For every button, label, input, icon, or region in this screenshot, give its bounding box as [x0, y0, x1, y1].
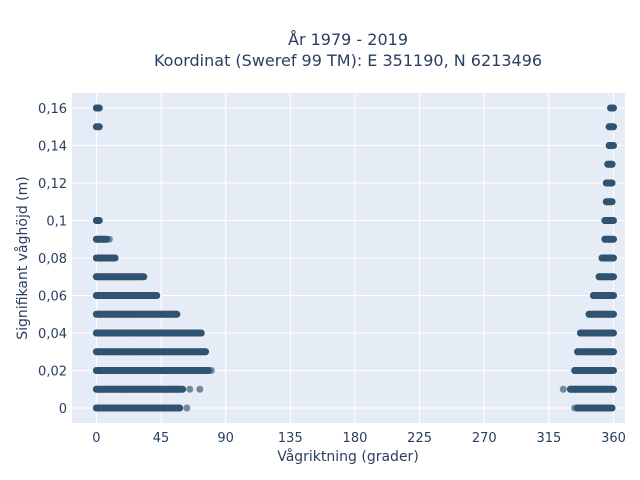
y-tick-label: 0,1 — [46, 215, 67, 230]
data-point — [92, 104, 100, 112]
data-point-band — [598, 254, 618, 262]
data-point-outlier — [183, 404, 191, 412]
data-point-band — [92, 385, 187, 393]
data-point — [152, 292, 160, 299]
data-point — [196, 329, 204, 337]
data-point — [176, 385, 184, 393]
data-point-outlier — [196, 385, 204, 393]
x-tick-label: 225 — [407, 431, 432, 446]
data-point-band — [92, 367, 212, 374]
data-point-band — [574, 404, 616, 412]
data-point-band — [574, 348, 618, 356]
data-point-band — [576, 329, 618, 337]
data-point-band — [604, 160, 616, 168]
y-tick-label: 0,02 — [38, 365, 67, 380]
data-point — [100, 235, 108, 243]
x-tick-label: 90 — [217, 431, 234, 446]
data-point-band — [571, 367, 618, 374]
data-point-band — [585, 310, 618, 318]
x-tick-label: 315 — [536, 431, 561, 446]
data-point-band — [607, 104, 618, 112]
data-point-outlier — [559, 385, 567, 393]
data-point-band — [92, 348, 210, 356]
x-tick-label: 0 — [92, 431, 100, 446]
data-point-band — [92, 310, 181, 318]
data-point — [609, 292, 617, 299]
data-point — [609, 310, 617, 318]
data-point-band — [602, 179, 616, 187]
data-point — [92, 217, 100, 224]
data-point-outlier — [571, 404, 579, 412]
x-tick-label: 270 — [472, 431, 497, 446]
data-point — [606, 348, 614, 356]
x-axis-label: Vågriktning (grader) — [277, 448, 419, 465]
y-tick-label: 0,16 — [38, 102, 67, 117]
data-point — [606, 198, 614, 206]
data-point — [136, 273, 144, 281]
data-point — [609, 217, 617, 224]
data-point — [608, 329, 616, 337]
data-point-band — [605, 123, 618, 131]
data-point — [200, 348, 208, 356]
data-point-band — [601, 235, 618, 243]
y-tick-label: 0,04 — [38, 327, 67, 342]
x-tick-label: 360 — [601, 431, 626, 446]
data-point — [606, 385, 614, 393]
data-point — [609, 123, 617, 131]
data-point — [172, 404, 180, 412]
data-point-band — [566, 385, 618, 393]
chart-title-line2: Koordinat (Sweref 99 TM): E 351190, N 62… — [154, 51, 542, 70]
data-point-band — [92, 292, 161, 299]
data-points — [92, 104, 618, 412]
data-point-band — [92, 273, 148, 281]
y-tick-label: 0,08 — [38, 252, 67, 267]
data-point — [609, 235, 617, 243]
data-point-band — [92, 254, 119, 262]
data-point-band — [589, 292, 618, 299]
data-point — [606, 179, 614, 187]
data-point-outlier — [207, 367, 215, 374]
y-axis-label: Signifikant våghöjd (m) — [14, 176, 31, 339]
data-point — [172, 310, 180, 318]
data-point-band — [92, 404, 184, 412]
y-tick-label: 0,14 — [38, 140, 67, 155]
data-point-outlier — [186, 385, 194, 393]
y-tick-label: 0 — [59, 402, 67, 417]
data-point-band — [92, 235, 110, 243]
data-point-band — [595, 273, 618, 281]
y-axis-ticks: 0 0,02 0,04 0,06 0,08 0,1 0,12 0,14 0,16 — [38, 102, 67, 417]
data-point — [606, 254, 614, 262]
data-point-band — [605, 142, 618, 149]
x-tick-label: 45 — [153, 431, 170, 446]
data-point — [607, 104, 615, 112]
y-tick-label: 0,12 — [38, 177, 67, 192]
data-point-outlier — [105, 235, 113, 243]
data-point — [607, 367, 615, 374]
data-point-band — [92, 123, 103, 131]
data-point-band — [92, 104, 103, 112]
data-point-band — [92, 217, 103, 224]
data-point-band — [601, 217, 618, 224]
data-point — [607, 273, 615, 281]
data-point-band — [602, 198, 616, 206]
data-point — [108, 254, 116, 262]
data-point — [606, 404, 614, 412]
data-point — [92, 123, 100, 131]
x-tick-label: 135 — [278, 431, 303, 446]
data-point — [608, 160, 616, 168]
data-point — [609, 142, 617, 149]
data-point-band — [92, 329, 205, 337]
x-axis-ticks: 0 45 90 135 180 225 270 315 360 — [92, 431, 626, 446]
x-tick-label: 180 — [343, 431, 368, 446]
y-tick-label: 0,06 — [38, 290, 67, 305]
chart-title-line1: År 1979 - 2019 — [288, 30, 408, 49]
